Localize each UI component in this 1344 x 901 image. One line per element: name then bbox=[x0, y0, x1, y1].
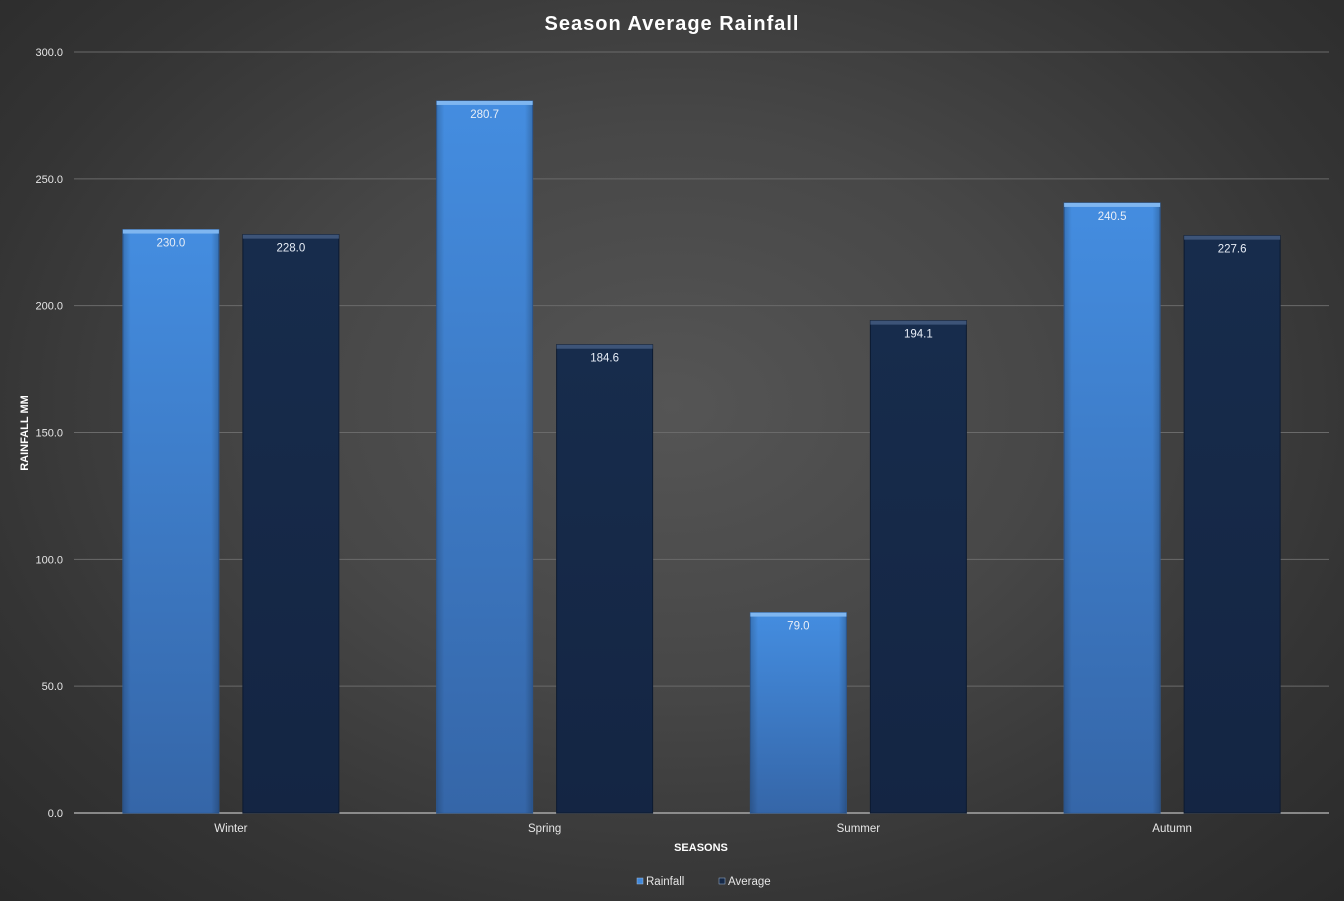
bar-shade bbox=[436, 100, 533, 814]
bars bbox=[122, 100, 1281, 814]
bar-bevel bbox=[122, 229, 219, 234]
x-tick-label: Winter bbox=[214, 823, 247, 835]
legend-label: Rainfall bbox=[646, 876, 684, 888]
x-tick-label: Summer bbox=[837, 823, 881, 835]
bar-bevel bbox=[1184, 235, 1281, 240]
legend-item-average: Average bbox=[718, 876, 771, 888]
bar-bevel bbox=[870, 320, 967, 325]
data-label: 280.7 bbox=[470, 109, 499, 121]
bar-shade bbox=[1064, 202, 1161, 814]
data-label: 79.0 bbox=[787, 621, 809, 633]
x-axis: Winter Spring Summer Autumn bbox=[214, 823, 1192, 835]
y-tick-label: 0.0 bbox=[48, 808, 63, 820]
bar-bevel bbox=[436, 100, 533, 105]
bar-average-winter bbox=[242, 234, 340, 814]
bar-bevel bbox=[1064, 202, 1161, 207]
y-tick-label: 250.0 bbox=[35, 174, 63, 186]
legend-swatch bbox=[718, 877, 726, 885]
bar-body bbox=[242, 234, 340, 814]
bar-bevel bbox=[556, 344, 653, 349]
bar-shade bbox=[750, 612, 847, 813]
data-label: 227.6 bbox=[1218, 244, 1247, 256]
y-tick-label: 50.0 bbox=[42, 681, 63, 693]
bar-rainfall-winter bbox=[122, 229, 220, 814]
bar-rainfall-spring bbox=[436, 100, 534, 814]
data-label: 230.0 bbox=[156, 238, 185, 250]
y-axis: 0.0 50.0 100.0 150.0 200.0 250.0 300.0 bbox=[35, 47, 63, 820]
bar-shade bbox=[122, 229, 219, 814]
data-labels: 230.0 228.0 280.7 184.6 79.0 194.1 240.5 227.6 bbox=[156, 109, 1246, 633]
data-label: 240.5 bbox=[1098, 211, 1127, 223]
bar-average-summer bbox=[869, 320, 967, 814]
legend-swatch bbox=[636, 877, 644, 885]
x-tick-label: Autumn bbox=[1152, 823, 1192, 835]
data-label: 228.0 bbox=[276, 243, 305, 255]
y-tick-label: 300.0 bbox=[35, 47, 63, 59]
bar-bevel bbox=[242, 234, 339, 239]
chart-title: Season Average Rainfall bbox=[545, 13, 800, 35]
legend-item-rainfall: Rainfall bbox=[636, 876, 684, 888]
y-axis-title: RAINFALL MM bbox=[19, 395, 31, 471]
y-tick-label: 100.0 bbox=[35, 554, 63, 566]
bar-rainfall-autumn bbox=[1063, 202, 1161, 814]
x-tick-label: Spring bbox=[528, 823, 561, 835]
data-label: 184.6 bbox=[590, 353, 619, 365]
bar-body bbox=[556, 344, 654, 814]
y-tick-label: 150.0 bbox=[35, 428, 63, 440]
legend: Rainfall Average bbox=[636, 876, 771, 888]
bar-body bbox=[869, 320, 967, 814]
x-axis-title: SEASONS bbox=[674, 842, 728, 854]
bar-rainfall-summer bbox=[749, 612, 847, 814]
y-tick-label: 200.0 bbox=[35, 301, 63, 313]
bar-bevel bbox=[750, 612, 847, 617]
data-label: 194.1 bbox=[904, 329, 933, 341]
legend-label: Average bbox=[728, 876, 771, 888]
bar-average-spring bbox=[556, 344, 654, 814]
bar-body bbox=[1183, 235, 1281, 814]
bar-average-autumn bbox=[1183, 235, 1281, 814]
